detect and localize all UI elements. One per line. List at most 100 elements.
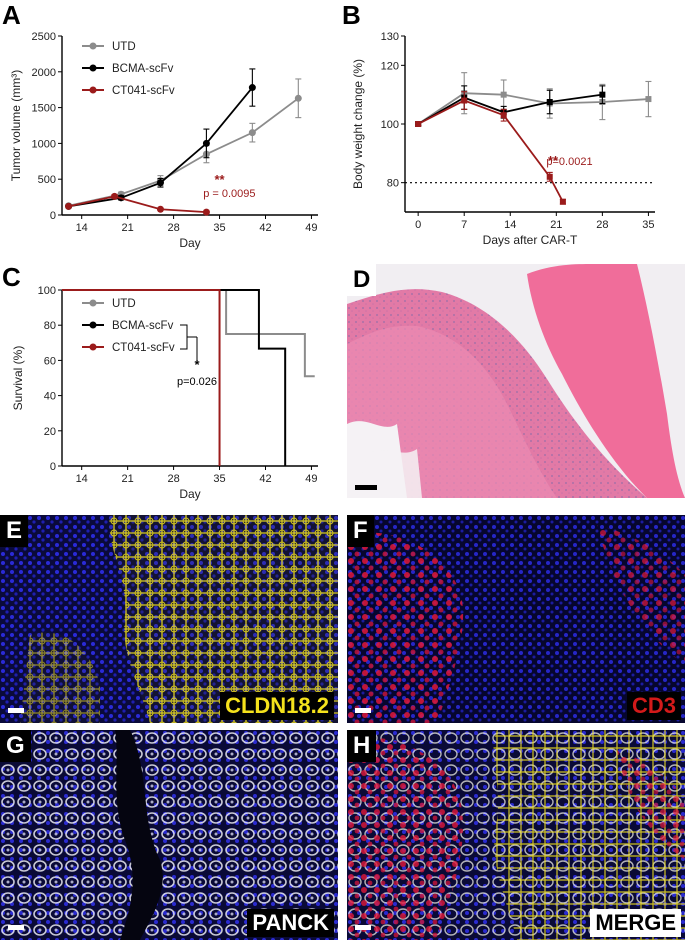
- panel-letter: B: [342, 0, 361, 30]
- legend-label: CT041-scFv: [112, 342, 175, 354]
- panel-d-histology: D: [347, 264, 685, 498]
- y-tick-label: 1500: [32, 103, 56, 115]
- stain-label-merge: MERGE: [590, 909, 681, 937]
- x-tick-label: 14: [76, 473, 88, 485]
- legend-marker: [89, 343, 97, 351]
- x-tick-label: 35: [213, 222, 225, 234]
- legend-marker: [89, 299, 97, 307]
- scale-bar: [355, 485, 377, 490]
- legend-label: BCMA-scFv: [112, 63, 174, 75]
- y-tick-label: 2500: [32, 31, 56, 43]
- y-axis-label: Tumor volume (mm³): [9, 70, 23, 182]
- legend-marker: [89, 64, 97, 72]
- data-point-ct041-scfv: [559, 198, 566, 205]
- survival-curve-bcma-scfv: [62, 289, 287, 466]
- scale-bar: [355, 708, 371, 713]
- data-point-ct041-scfv: [415, 121, 422, 127]
- x-tick-label: 28: [167, 222, 179, 234]
- y-tick-label: 0: [50, 461, 56, 473]
- legend-label: CT041-scFv: [112, 85, 175, 97]
- data-point-ct041-scfv: [546, 173, 553, 180]
- stain-label-cldn18: CLDN18.2: [220, 692, 334, 720]
- annotation: **: [548, 153, 559, 168]
- y-tick-label: 1000: [32, 138, 56, 150]
- annotation: **: [214, 172, 225, 187]
- x-tick-label: 42: [259, 473, 271, 485]
- x-tick-label: 49: [305, 473, 317, 485]
- chart-a: A 14 21 28 35 42 49 0 500 1000 1500 2000 2500 Day Tumo…: [2, 0, 318, 250]
- legend-marker: [89, 86, 97, 94]
- x-tick-label: 21: [550, 219, 562, 231]
- annotation: p=0.0021: [546, 156, 592, 168]
- data-point-bcma-scfv: [202, 139, 210, 147]
- panel-c: C 14 21 28 35 42 49 0 20 40 60 80 100 Day Survival (%)…: [0, 262, 335, 510]
- data-point-ct041-scfv: [65, 202, 73, 210]
- y-tick-label: 20: [44, 426, 56, 438]
- x-tick-label: 28: [167, 473, 179, 485]
- data-point-bcma-scfv: [248, 84, 256, 92]
- panel-f-letter: F: [347, 515, 374, 547]
- y-tick-label: 500: [38, 174, 56, 186]
- y-tick-label: 80: [387, 178, 399, 190]
- annotation: p = 0.0095: [203, 188, 255, 200]
- panel-g-letter: G: [0, 730, 31, 762]
- scale-bar: [8, 925, 24, 930]
- data-point-bcma-scfv: [156, 179, 164, 187]
- x-tick-label: 21: [122, 222, 134, 234]
- legend-marker: [89, 321, 97, 329]
- x-tick-label: 35: [642, 219, 654, 231]
- x-tick-label: 7: [461, 219, 467, 231]
- stain-label-cd3: CD3: [626, 692, 681, 720]
- data-point-utd: [500, 91, 507, 98]
- legend-label: UTD: [112, 298, 136, 310]
- data-point-ct041-scfv: [500, 112, 507, 119]
- chart-c: C 14 21 28 35 42 49 0 20 40 60 80 100 Day Survival (%)…: [2, 262, 318, 501]
- data-point-utd: [645, 96, 652, 103]
- x-tick-label: 42: [259, 222, 271, 234]
- y-tick-label: 100: [381, 119, 399, 131]
- y-tick-label: 2000: [32, 67, 56, 79]
- y-tick-label: 60: [44, 355, 56, 367]
- legend-marker: [89, 42, 97, 50]
- x-tick-label: 14: [76, 222, 88, 234]
- scale-bar: [8, 708, 24, 713]
- x-tick-label: 35: [213, 473, 225, 485]
- panel-e-letter: E: [0, 515, 29, 547]
- panel-g-panck-image: G PANCK: [0, 730, 338, 940]
- x-tick-label: 28: [596, 219, 608, 231]
- x-axis-label: Days after CAR-T: [483, 233, 578, 247]
- panel-h-merge-image: H MERGE: [347, 730, 685, 940]
- panel-e-cldn18-image: E CLDN18.2: [0, 515, 338, 723]
- y-tick-label: 0: [50, 210, 56, 222]
- panel-d-letter: D: [347, 264, 377, 296]
- data-point-ct041-scfv: [156, 205, 164, 213]
- x-tick-label: 14: [504, 219, 516, 231]
- panel-letter: C: [2, 262, 21, 292]
- series-line-utd: [417, 92, 649, 125]
- legend-label: UTD: [112, 41, 136, 53]
- panel-f-cd3-image: F CD3: [347, 515, 685, 723]
- data-point-utd: [248, 129, 256, 137]
- y-tick-label: 100: [38, 285, 56, 297]
- data-point-ct041-scfv: [111, 192, 119, 200]
- x-axis-label: Day: [179, 236, 200, 250]
- significance-bracket: [180, 324, 188, 350]
- y-tick-label: 130: [381, 31, 399, 43]
- x-axis-label: Day: [179, 487, 200, 501]
- data-point-ct041-scfv: [461, 97, 468, 104]
- annotation: *: [194, 357, 200, 372]
- stain-label-panck: PANCK: [247, 909, 334, 937]
- data-point-bcma-scfv: [599, 91, 606, 98]
- y-tick-label: 40: [44, 391, 56, 403]
- panel-letter: A: [2, 0, 21, 30]
- panel-b: B 0 7 14 21 28 35 80 100 120 130 Days after CAR-T Bo…: [340, 0, 685, 262]
- y-tick-label: 80: [44, 320, 56, 332]
- data-point-bcma-scfv: [546, 99, 553, 105]
- chart-b: B 0 7 14 21 28 35 80 100 120 130 Days after CAR-T Bo…: [342, 0, 655, 247]
- series-line-ct041-scfv: [68, 195, 207, 214]
- annotation: p=0.026: [177, 376, 217, 388]
- survival-curve-ct041-scfv: [62, 289, 221, 466]
- x-tick-label: 49: [305, 222, 317, 234]
- panel-a: A 14 21 28 35 42 49 0 500 1000 1500 2000 2500 Day Tumo…: [0, 0, 335, 262]
- y-axis-label: Body weight change (%): [351, 59, 365, 189]
